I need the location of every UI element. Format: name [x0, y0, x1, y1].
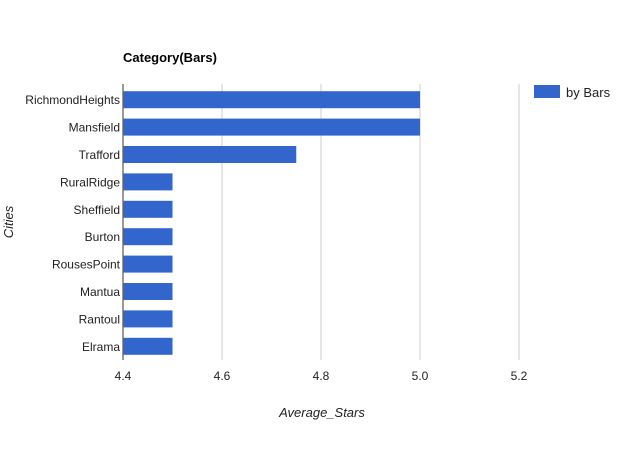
category-labels: RichmondHeights Mansfield Trafford RuralRid…	[25, 93, 120, 354]
bar	[123, 118, 420, 136]
y-axis-label: Cities	[1, 205, 16, 238]
bar	[123, 337, 173, 355]
legend-label: by Bars	[566, 85, 611, 100]
bar	[123, 91, 420, 109]
category-label: Rantoul	[79, 312, 120, 326]
category-label: Mantua	[80, 285, 120, 299]
category-label: Elrama	[82, 340, 120, 354]
bars	[123, 91, 420, 355]
bar	[123, 200, 173, 218]
x-tick-labels: 4.4 4.6 4.8 5.0 5.2	[115, 369, 528, 383]
legend: by Bars	[534, 85, 611, 100]
category-label: Trafford	[79, 148, 120, 162]
bar	[123, 228, 173, 246]
bar	[123, 283, 173, 300]
x-tick-label: 5.2	[511, 369, 528, 383]
legend-swatch	[534, 85, 560, 98]
category-label: Mansfield	[69, 121, 120, 135]
bar	[123, 173, 173, 191]
category-label: RichmondHeights	[25, 93, 120, 107]
category-label: Burton	[85, 230, 120, 244]
chart-title: Category(Bars)	[123, 50, 217, 65]
bar	[123, 255, 173, 273]
x-tick-label: 5.0	[412, 369, 429, 383]
x-tick-label: 4.8	[313, 369, 330, 383]
bar	[123, 146, 297, 163]
x-tick-label: 4.6	[214, 369, 231, 383]
category-label: RuralRidge	[60, 175, 120, 189]
category-label: RousesPoint	[52, 258, 121, 272]
x-tick-label: 4.4	[115, 369, 132, 383]
category-label: Sheffield	[74, 203, 120, 217]
x-axis-label: Average_Stars	[278, 405, 365, 420]
bar	[123, 310, 173, 328]
